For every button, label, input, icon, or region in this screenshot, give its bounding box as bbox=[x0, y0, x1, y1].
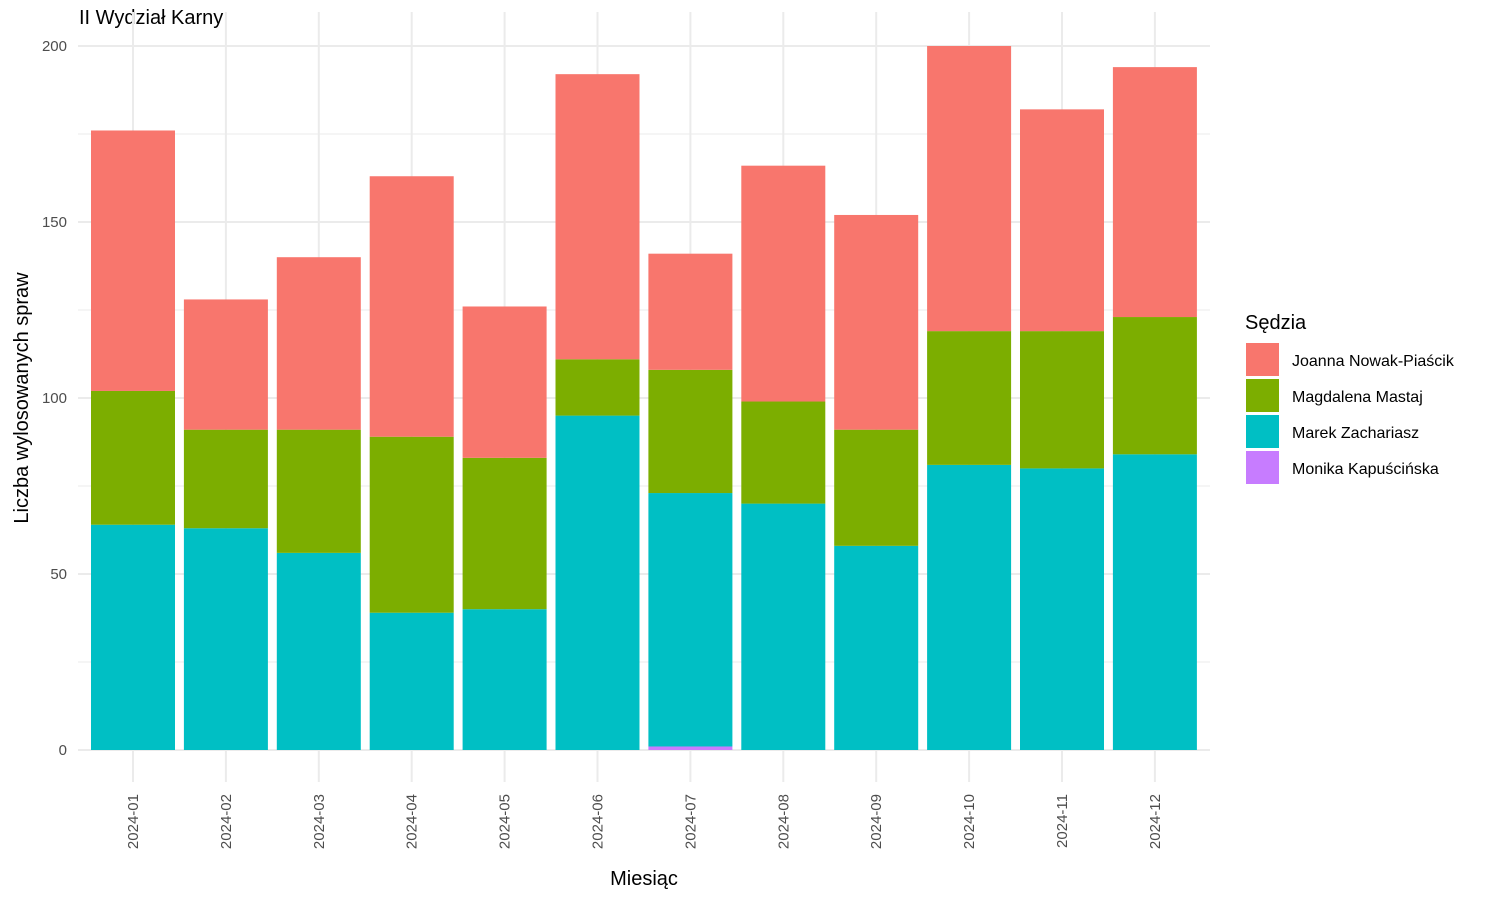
bar-segment bbox=[276, 429, 361, 553]
y-axis-ticks: 0 50 100 150 200 bbox=[42, 38, 67, 759]
y-tick-label: 0 bbox=[59, 742, 67, 759]
bar-segment bbox=[183, 299, 268, 430]
legend-key bbox=[1246, 379, 1279, 412]
x-tick-label: 2024-09 bbox=[868, 794, 885, 849]
bar-segment bbox=[91, 390, 175, 525]
bar-segment bbox=[1020, 468, 1104, 750]
bar-segment bbox=[91, 130, 175, 391]
y-tick-label: 50 bbox=[50, 566, 67, 583]
x-tick-label: 2024-03 bbox=[311, 794, 328, 849]
bar-segment bbox=[927, 331, 1012, 465]
bar-segment bbox=[183, 528, 268, 750]
bar-segment bbox=[834, 429, 919, 546]
bar-segment bbox=[834, 545, 919, 750]
bar-segment bbox=[183, 429, 268, 529]
x-tick-label: 2024-08 bbox=[775, 794, 792, 849]
bar-segment bbox=[648, 493, 733, 747]
bar-segment bbox=[91, 524, 175, 750]
bar-segment bbox=[648, 253, 733, 370]
bar-segment bbox=[741, 165, 826, 402]
legend-label: Magdalena Mastaj bbox=[1292, 389, 1423, 406]
chart-title: II Wydział Karny bbox=[79, 7, 224, 29]
x-axis-title: Miesiąc bbox=[610, 868, 678, 890]
bar-segment bbox=[369, 436, 454, 613]
y-tick-label: 150 bbox=[42, 214, 67, 231]
x-tick-label: 2024-01 bbox=[125, 794, 142, 849]
x-tick-label: 2024-10 bbox=[961, 794, 978, 849]
x-tick-label: 2024-04 bbox=[404, 794, 421, 849]
y-tick-label: 200 bbox=[42, 38, 67, 55]
bar-segment bbox=[555, 415, 640, 750]
x-tick-label: 2024-02 bbox=[218, 794, 235, 849]
bar-segment bbox=[555, 74, 640, 360]
x-tick-label: 2024-07 bbox=[682, 794, 699, 849]
legend-label: Joanna Nowak-Piaścik bbox=[1292, 353, 1455, 370]
bar-segment bbox=[648, 369, 733, 494]
y-axis-title: Liczba wylosowanych spraw bbox=[11, 272, 33, 524]
x-tick-label: 2024-05 bbox=[497, 794, 514, 849]
bar-segment bbox=[276, 552, 361, 750]
bar-segment bbox=[648, 746, 733, 750]
x-axis-ticks: 2024-01 2024-02 2024-03 2024-04 2024-05 2024-… bbox=[125, 794, 1164, 849]
bar-segment bbox=[927, 46, 1012, 332]
bar-segment bbox=[834, 214, 919, 430]
x-tick-label: 2024-06 bbox=[590, 794, 607, 849]
legend-label: Marek Zachariasz bbox=[1292, 425, 1419, 442]
y-tick-label: 100 bbox=[42, 390, 67, 407]
legend-key bbox=[1246, 451, 1279, 484]
bar-segment bbox=[1112, 317, 1197, 455]
legend-key bbox=[1246, 415, 1279, 448]
legend-key bbox=[1246, 343, 1279, 376]
bar-segment bbox=[369, 176, 454, 437]
bar-segment bbox=[1112, 454, 1197, 750]
bar-segment bbox=[741, 401, 826, 504]
x-tick-label: 2024-12 bbox=[1147, 794, 1164, 849]
bar-segment bbox=[462, 609, 547, 750]
bar-segment bbox=[1020, 109, 1104, 332]
legend: Sędzia Joanna Nowak-Piaścik Magdalena Mas… bbox=[1245, 312, 1455, 484]
bar-segment bbox=[1112, 67, 1197, 318]
bar-segment bbox=[1020, 331, 1104, 469]
bars bbox=[91, 46, 1197, 750]
legend-title: Sędzia bbox=[1245, 312, 1307, 334]
legend-label: Monika Kapuścińska bbox=[1292, 461, 1439, 478]
bar-segment bbox=[927, 464, 1012, 750]
x-tick-label: 2024-11 bbox=[1054, 794, 1071, 848]
bar-segment bbox=[369, 612, 454, 750]
bar-segment bbox=[462, 457, 547, 610]
bar-segment bbox=[276, 257, 361, 430]
bar-segment bbox=[741, 503, 826, 750]
bar-segment bbox=[462, 306, 547, 458]
bar-segment bbox=[555, 359, 640, 416]
